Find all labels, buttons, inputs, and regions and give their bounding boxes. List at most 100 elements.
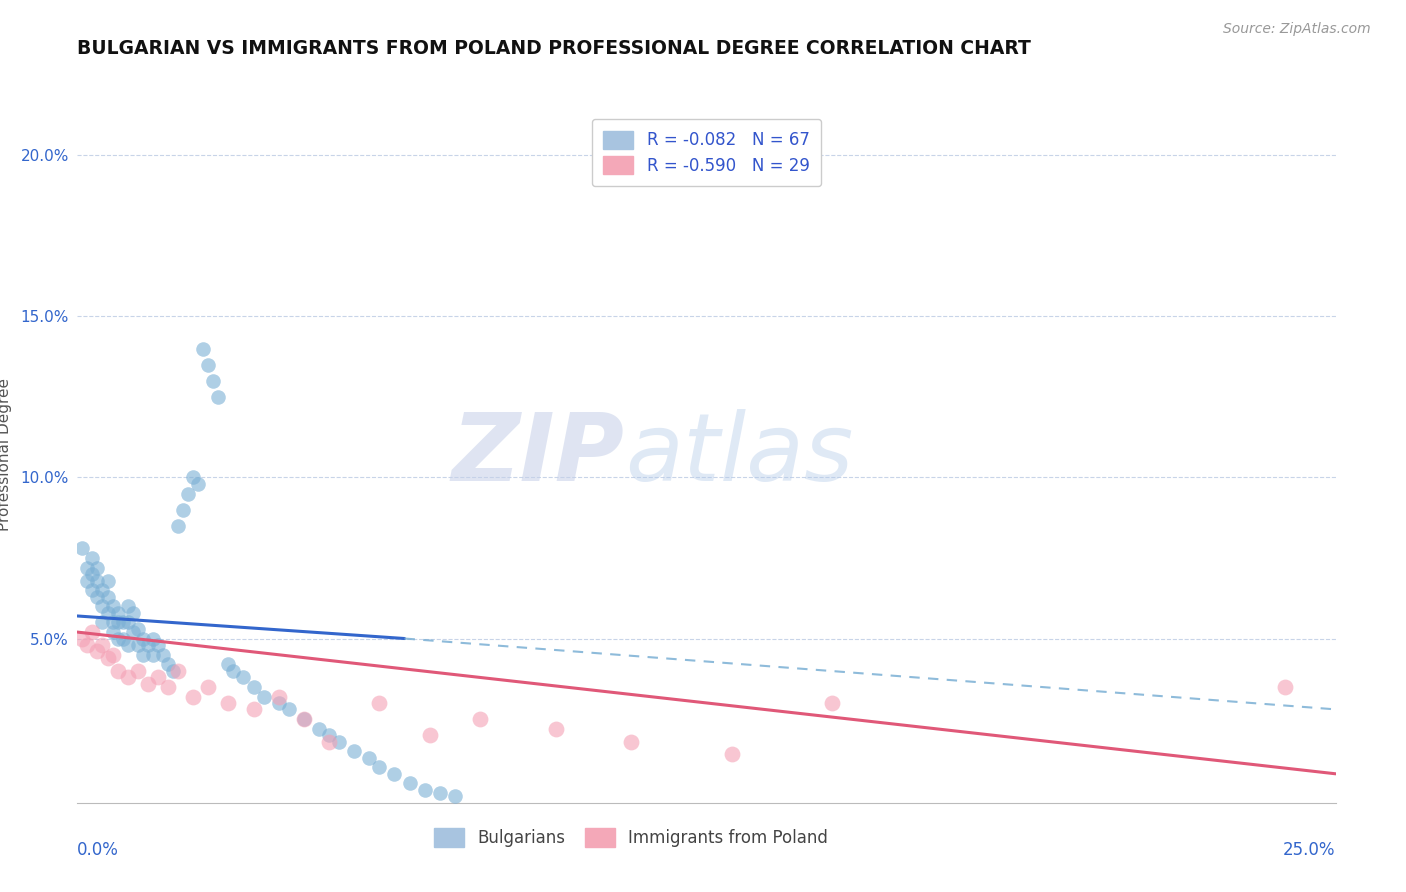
Text: 25.0%: 25.0% [1284, 841, 1336, 859]
Point [156, 680, 179, 694]
Point [318, 734, 340, 748]
Point [146, 638, 169, 652]
Point [111, 632, 134, 646]
Point [429, 786, 451, 800]
Point [368, 760, 391, 774]
Point [242, 702, 264, 716]
Point [318, 728, 340, 742]
Point [413, 783, 436, 797]
Point [444, 789, 467, 804]
Point [117, 599, 139, 614]
Point [91, 599, 114, 614]
Point [197, 358, 219, 372]
Point [127, 622, 149, 636]
Point [121, 606, 143, 620]
Point [96, 651, 118, 665]
Point [197, 680, 219, 694]
Point [101, 625, 124, 640]
Point [111, 615, 134, 630]
Point [101, 599, 124, 614]
Point [1274, 680, 1296, 694]
Point [191, 342, 215, 356]
Point [117, 670, 139, 684]
Point [328, 734, 350, 748]
Point [142, 648, 165, 662]
Text: atlas: atlas [624, 409, 853, 500]
Point [343, 744, 366, 758]
Point [82, 583, 104, 598]
Point [620, 734, 643, 748]
Point [86, 560, 108, 574]
Point [720, 747, 742, 762]
Point [117, 638, 139, 652]
Point [76, 574, 98, 588]
Point [136, 676, 159, 690]
Point [267, 690, 290, 704]
Point [232, 670, 254, 684]
Point [217, 657, 239, 672]
Point [127, 638, 149, 652]
Point [167, 664, 190, 678]
Point [172, 502, 194, 516]
Point [72, 632, 94, 646]
Y-axis label: Professional Degree: Professional Degree [0, 378, 13, 532]
Point [96, 574, 118, 588]
Point [91, 615, 114, 630]
Point [267, 696, 290, 710]
Point [202, 374, 225, 388]
Point [82, 625, 104, 640]
Point [82, 567, 104, 582]
Point [359, 750, 381, 764]
Point [107, 615, 129, 630]
Point [187, 476, 209, 491]
Point [177, 486, 200, 500]
Point [142, 632, 165, 646]
Point [96, 590, 118, 604]
Point [252, 690, 274, 704]
Text: BULGARIAN VS IMMIGRANTS FROM POLAND PROFESSIONAL DEGREE CORRELATION CHART: BULGARIAN VS IMMIGRANTS FROM POLAND PROF… [77, 39, 1031, 58]
Point [132, 632, 155, 646]
Point [117, 615, 139, 630]
Point [136, 638, 159, 652]
Point [91, 583, 114, 598]
Point [82, 551, 104, 566]
Point [86, 644, 108, 658]
Point [544, 722, 567, 736]
Point [91, 638, 114, 652]
Point [146, 670, 169, 684]
Point [107, 632, 129, 646]
Point [368, 696, 391, 710]
Point [162, 664, 184, 678]
Point [107, 664, 129, 678]
Point [167, 518, 190, 533]
Point [86, 574, 108, 588]
Point [76, 638, 98, 652]
Point [72, 541, 94, 556]
Point [398, 776, 420, 790]
Point [207, 390, 229, 404]
Point [292, 712, 315, 726]
Point [821, 696, 844, 710]
Point [121, 625, 143, 640]
Point [181, 470, 204, 484]
Legend: Bulgarians, Immigrants from Poland: Bulgarians, Immigrants from Poland [423, 819, 838, 857]
Point [127, 664, 149, 678]
Text: ZIP: ZIP [451, 409, 624, 501]
Point [384, 766, 406, 781]
Point [222, 664, 245, 678]
Point [76, 560, 98, 574]
Point [101, 648, 124, 662]
Text: 0.0%: 0.0% [77, 841, 120, 859]
Point [277, 702, 299, 716]
Text: Source: ZipAtlas.com: Source: ZipAtlas.com [1223, 22, 1371, 37]
Point [96, 606, 118, 620]
Point [217, 696, 239, 710]
Point [107, 606, 129, 620]
Point [468, 712, 491, 726]
Point [152, 648, 174, 662]
Point [132, 648, 155, 662]
Point [308, 722, 330, 736]
Point [86, 590, 108, 604]
Point [292, 712, 315, 726]
Point [181, 690, 204, 704]
